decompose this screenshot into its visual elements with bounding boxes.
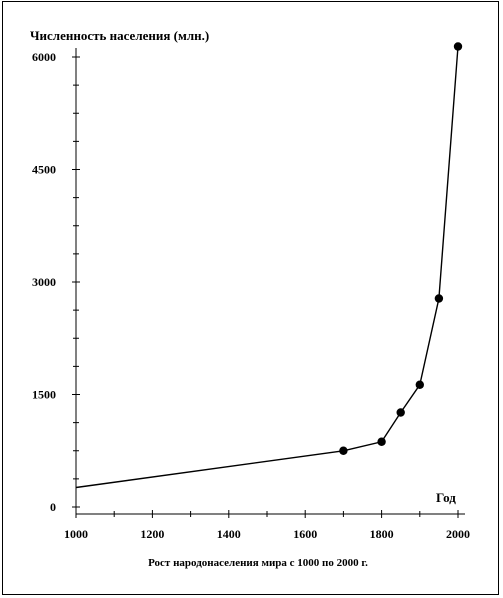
x-tick-label: 1200 xyxy=(140,527,164,541)
x-tick-label: 1800 xyxy=(370,527,394,541)
data-point xyxy=(453,42,463,51)
x-tick-label: 1600 xyxy=(293,527,317,541)
chart-caption: Рост народонаселения мира с 1000 по 2000… xyxy=(148,557,368,569)
y-tick-label: 3000 xyxy=(32,275,56,289)
x-tick-label: 1000 xyxy=(64,527,88,541)
population-line xyxy=(75,46,459,489)
y-tick-label: 4500 xyxy=(32,163,56,177)
y-tick-label: 1500 xyxy=(32,388,56,402)
data-point xyxy=(396,408,405,417)
data-point xyxy=(415,380,424,389)
x-tick-label: 1400 xyxy=(217,527,241,541)
data-point xyxy=(377,437,386,446)
data-point xyxy=(339,446,348,455)
x-tick-label: 2000 xyxy=(446,527,470,541)
x-axis-label: Год xyxy=(436,490,456,505)
y-tick-label: 0 xyxy=(50,500,56,514)
data-point xyxy=(434,294,444,303)
y-tick-label: 6000 xyxy=(32,50,56,64)
chart-title: Численность населения (млн.) xyxy=(30,28,209,43)
